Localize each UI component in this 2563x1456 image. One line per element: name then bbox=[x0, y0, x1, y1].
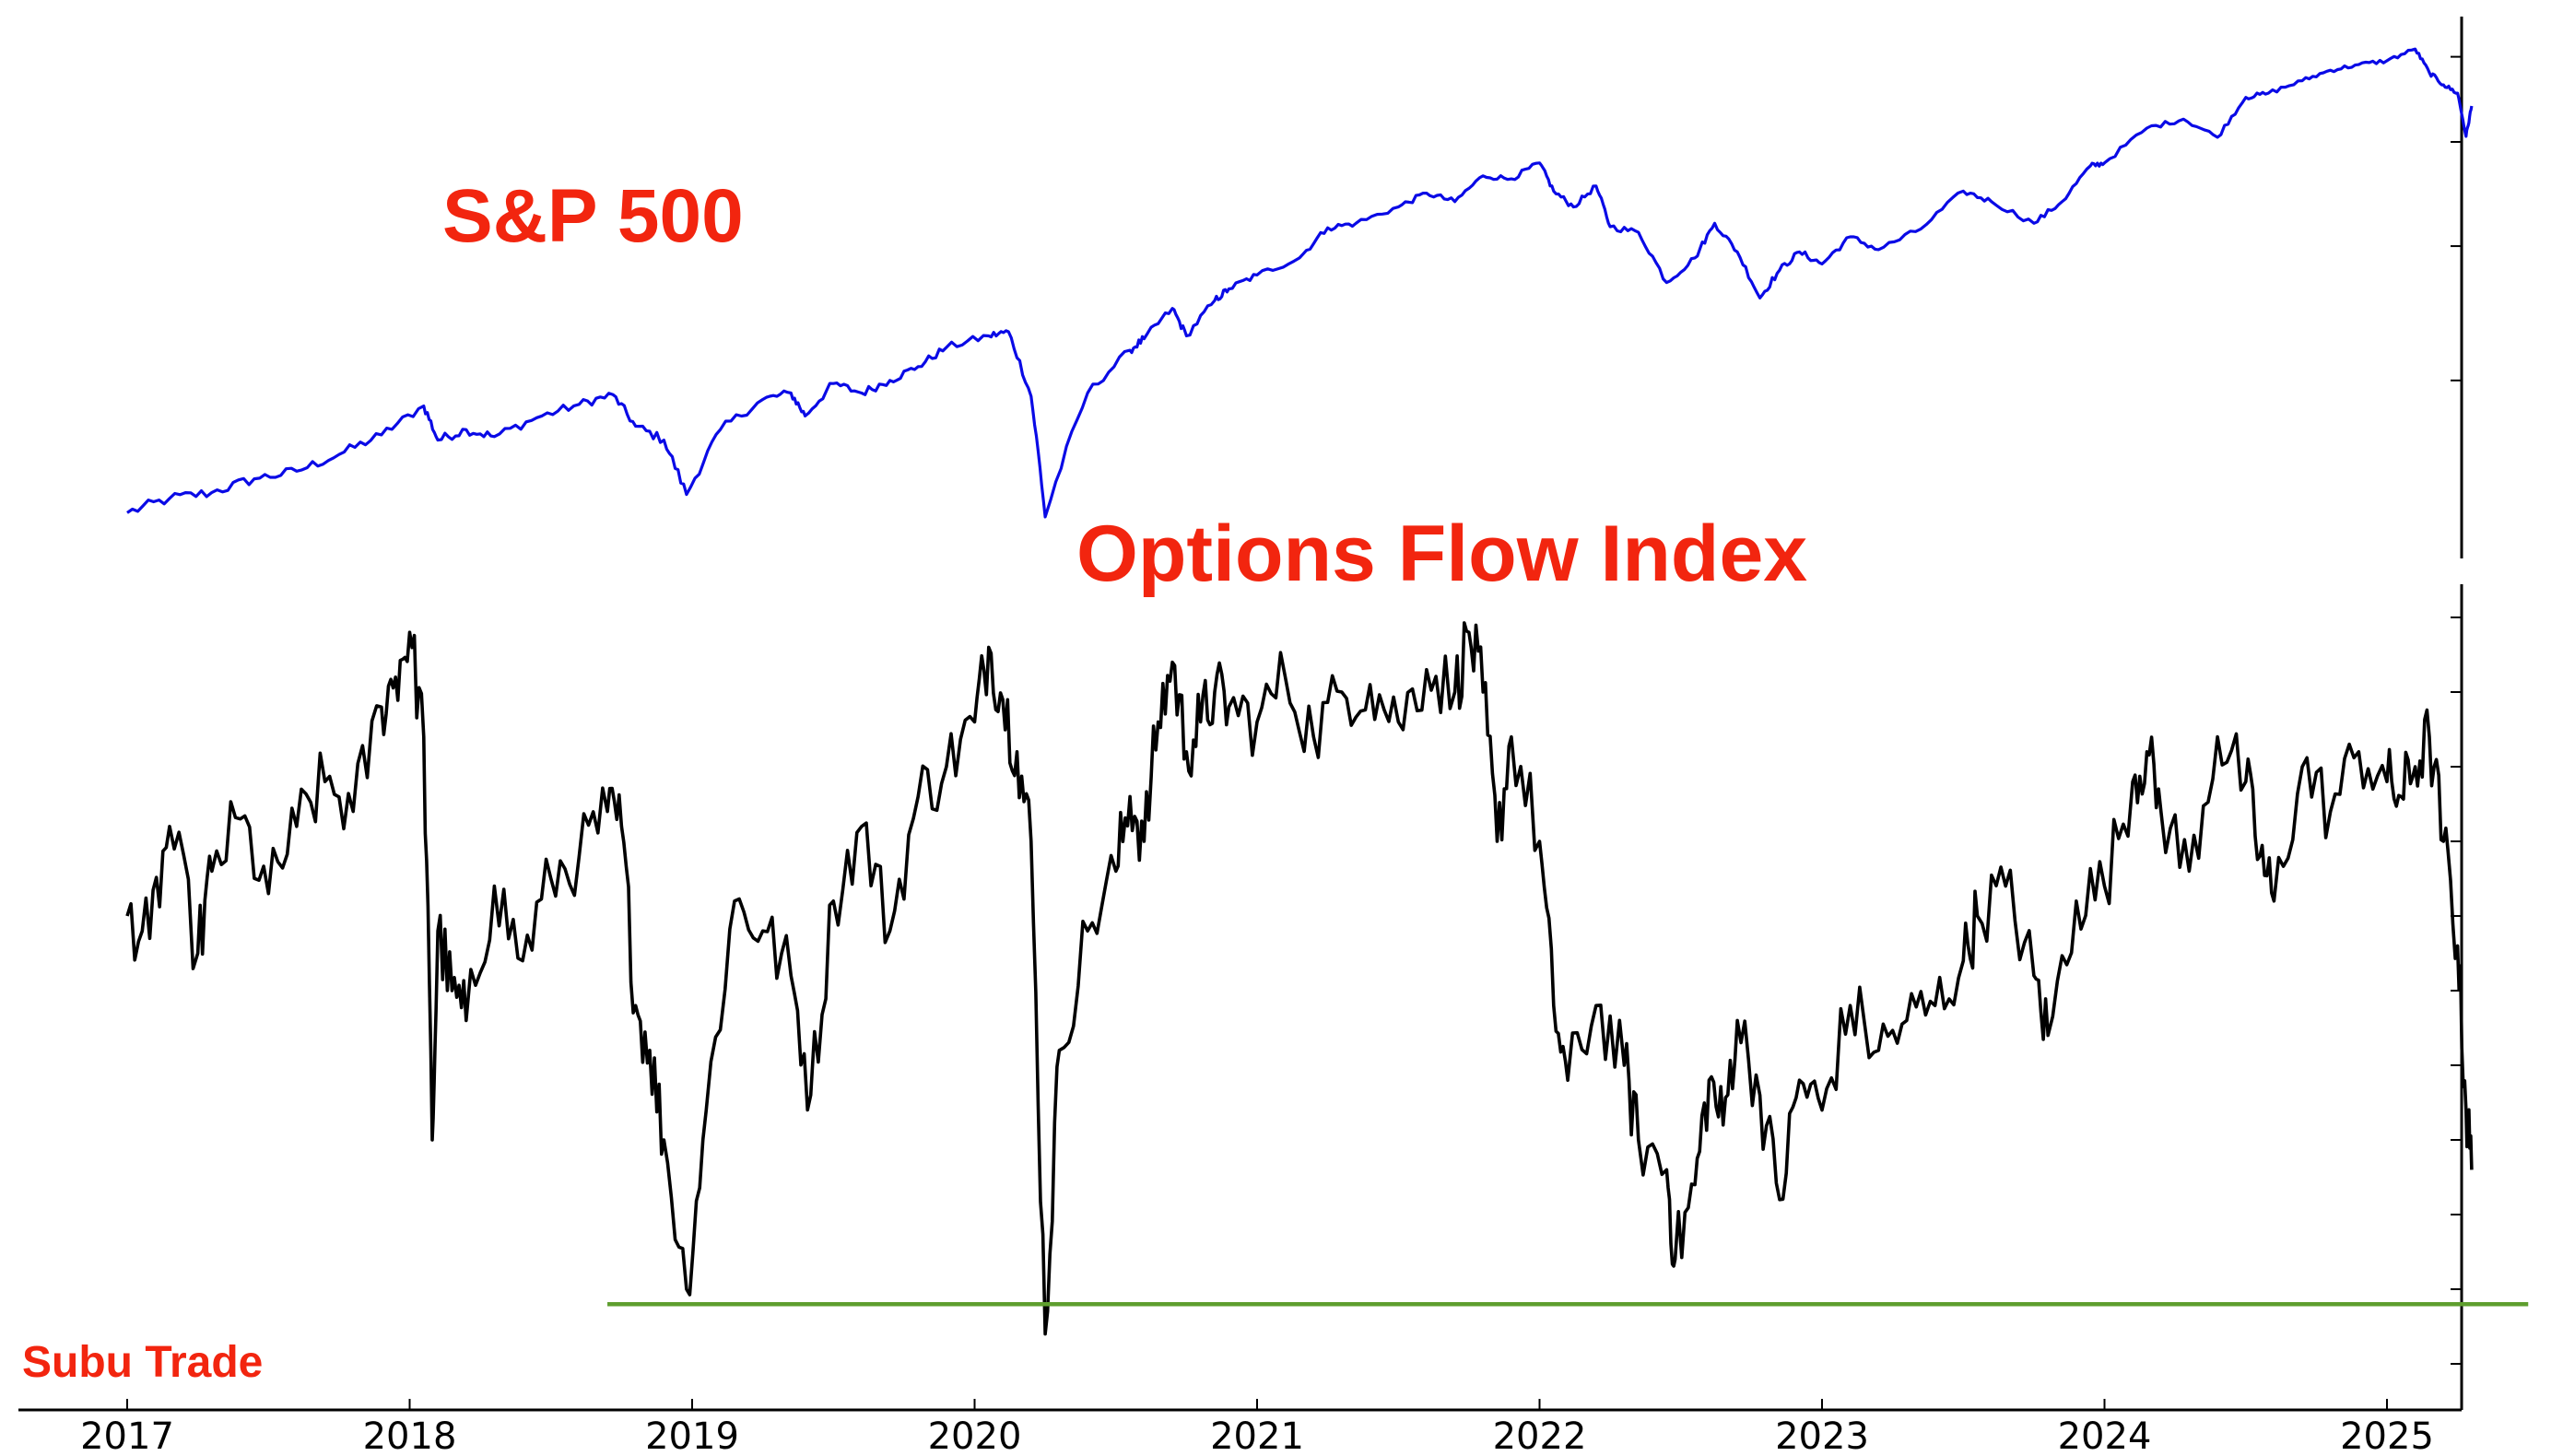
x-tick-label: 2021 bbox=[1210, 1415, 1304, 1456]
x-tick-label: 2018 bbox=[363, 1415, 457, 1456]
x-tick-labels: 2017 2018 2019 2020 2021 2022 2023 2024 2025 bbox=[80, 1415, 2434, 1456]
series-layer bbox=[125, 47, 2529, 1336]
spx-series-line bbox=[126, 47, 2474, 519]
watermark: Subu Trade bbox=[22, 1338, 263, 1387]
x-tick-label: 2019 bbox=[645, 1415, 739, 1456]
x-tick-label: 2025 bbox=[2340, 1415, 2434, 1456]
x-tick-label: 2022 bbox=[1493, 1415, 1587, 1456]
x-tick-label: 2024 bbox=[2058, 1415, 2152, 1456]
options-flow-series-line bbox=[125, 621, 2474, 1336]
x-tick-label: 2017 bbox=[80, 1415, 174, 1456]
x-tick-label: 2020 bbox=[928, 1415, 1022, 1456]
spx-title: S&P 500 bbox=[442, 174, 744, 258]
x-tick-label: 2023 bbox=[1775, 1415, 1869, 1456]
flow-title: Options Flow Index bbox=[1076, 510, 1807, 598]
